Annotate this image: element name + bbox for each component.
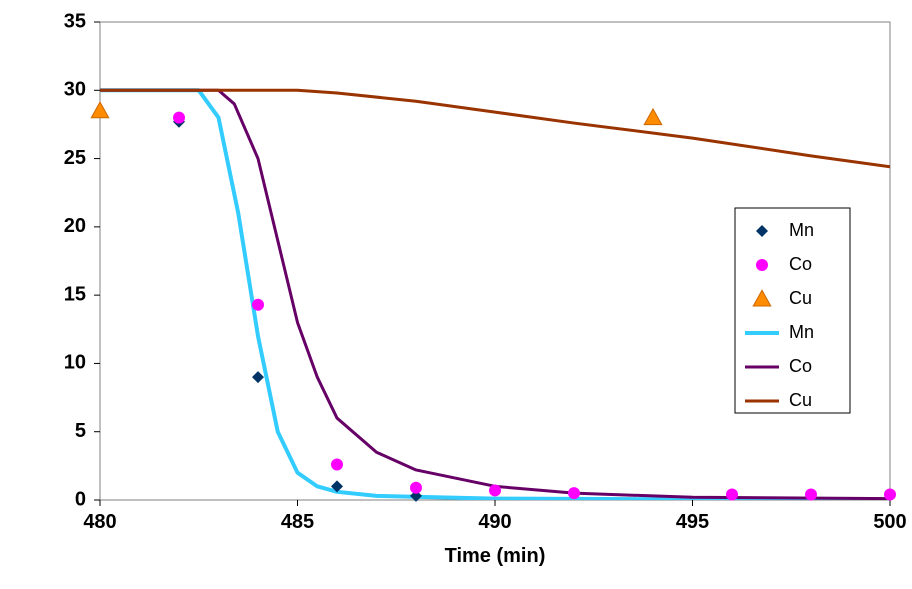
x-tick-label: 480 [83, 511, 116, 533]
y-tick-label: 15 [64, 283, 86, 305]
marker-circle [252, 299, 264, 311]
marker-circle [410, 482, 422, 494]
x-tick-label: 485 [281, 511, 314, 533]
legend-label: Cu [789, 390, 812, 410]
legend-label: Mn [789, 220, 814, 240]
legend-label: Mn [789, 322, 814, 342]
y-tick-label: 5 [75, 420, 86, 442]
x-tick-label: 500 [873, 511, 906, 533]
marker-circle [726, 489, 738, 501]
x-tick-label: 495 [676, 511, 709, 533]
legend-label: Cu [789, 288, 812, 308]
y-tick-label: 25 [64, 147, 86, 169]
marker-circle [884, 489, 896, 501]
legend-label: Co [789, 254, 812, 274]
y-tick-label: 30 [64, 79, 86, 101]
x-axis-title: Time (min) [445, 545, 546, 567]
marker-circle [331, 458, 343, 470]
marker-circle [568, 487, 580, 499]
x-tick-label: 490 [478, 511, 511, 533]
chart-container: 0 5 10 15 20 25 30 35 480 485 490 495 500 Time (min) M… [0, 0, 912, 589]
legend-label: Co [789, 356, 812, 376]
marker-circle [173, 112, 185, 124]
y-tick-label: 20 [64, 215, 86, 237]
y-tick-label: 10 [64, 352, 86, 374]
marker-circle [805, 489, 817, 501]
chart-svg: 0 5 10 15 20 25 30 35 480 485 490 495 500 Time (min) M… [0, 0, 912, 589]
marker-circle [756, 259, 768, 271]
y-tick-label: 0 [75, 488, 86, 510]
y-tick-label: 35 [64, 10, 86, 32]
legend: Mn Co Cu Mn Co Cu [735, 208, 850, 413]
marker-circle [489, 484, 501, 496]
